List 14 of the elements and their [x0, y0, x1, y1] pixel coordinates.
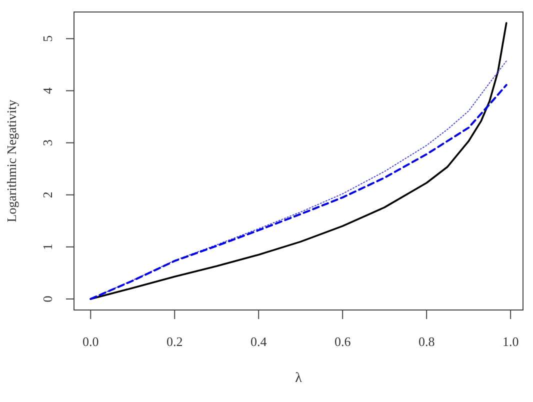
y-tick-label: 5: [40, 35, 55, 42]
y-tick-label: 2: [40, 192, 55, 198]
y-axis-title: Logarithmic Negativity: [4, 99, 19, 222]
x-tick-label: 0.0: [82, 334, 99, 349]
x-tick-label: 0.8: [418, 334, 435, 349]
y-tick-label: 1: [40, 244, 55, 250]
x-axis-title: λ: [295, 371, 302, 386]
x-tick-label: 0.2: [166, 334, 183, 349]
y-tick-label: 3: [40, 140, 55, 146]
y-tick-label: 4: [40, 86, 55, 94]
x-tick-label: 0.4: [250, 334, 268, 349]
x-tick-label: 1.0: [502, 334, 519, 349]
x-tick-label: 0.6: [334, 334, 352, 349]
y-tick-label: 0: [40, 296, 55, 302]
